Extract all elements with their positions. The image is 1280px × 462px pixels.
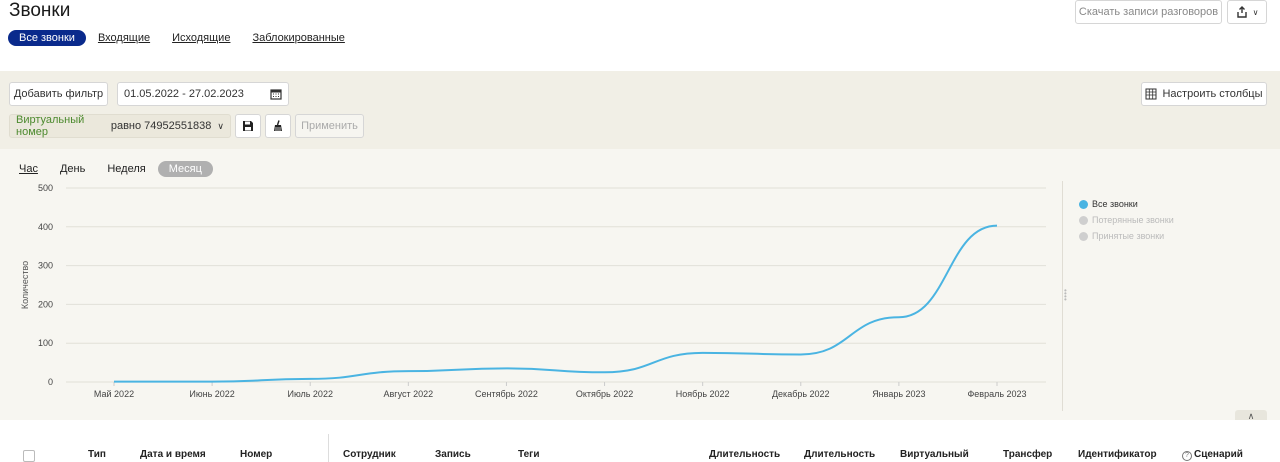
date-range-value: 01.05.2022 - 27.02.2023 bbox=[124, 88, 244, 100]
y-tick-label: 0 bbox=[48, 377, 53, 387]
x-tick-label: Январь 2023 bbox=[872, 389, 925, 399]
legend-label: Потерянные звонки bbox=[1092, 215, 1174, 225]
help-icon: ? bbox=[1182, 451, 1192, 461]
calendar-icon bbox=[270, 89, 282, 100]
filter-operator: равно bbox=[110, 120, 142, 132]
y-tick-label: 500 bbox=[38, 183, 53, 193]
x-tick-label: Май 2022 bbox=[94, 389, 134, 399]
legend-item-accepted-calls[interactable]: Принятые звонки bbox=[1079, 228, 1174, 244]
y-tick-label: 100 bbox=[38, 338, 53, 348]
broom-icon bbox=[274, 120, 282, 131]
chart-divider bbox=[1062, 181, 1063, 411]
x-tick-label: Декабрь 2022 bbox=[772, 389, 830, 399]
column-type[interactable]: Тип bbox=[88, 449, 106, 460]
call-tabs: Все звонки Входящие Исходящие Заблокиров… bbox=[8, 30, 367, 46]
period-month[interactable]: Месяц bbox=[157, 161, 213, 177]
download-records-button[interactable]: Скачать записи разговоров bbox=[1075, 0, 1222, 24]
columns-icon bbox=[1145, 88, 1157, 100]
tab-incoming[interactable]: Входящие bbox=[97, 32, 151, 44]
date-range-field[interactable]: 01.05.2022 - 27.02.2023 bbox=[117, 82, 289, 106]
y-tick-label: 300 bbox=[38, 261, 53, 271]
chevron-down-icon: ∨ bbox=[1252, 7, 1259, 17]
tab-all-calls[interactable]: Все звонки bbox=[8, 30, 86, 46]
table-header: Тип Дата и время Номер Сотрудник Запись … bbox=[0, 420, 1280, 462]
x-tick-label: Февраль 2023 bbox=[967, 389, 1026, 399]
collapse-chart-button[interactable]: ∧ bbox=[1235, 410, 1267, 422]
period-day[interactable]: День bbox=[59, 163, 86, 175]
chevron-down-icon: ∨ bbox=[217, 120, 224, 131]
column-duration-2[interactable]: Длительность bbox=[804, 449, 876, 460]
series-line-all-calls bbox=[113, 224, 998, 383]
resize-handle-icon[interactable]: • • • • bbox=[1064, 286, 1067, 304]
apply-button[interactable]: Применить bbox=[295, 114, 364, 138]
legend-label: Все звонки bbox=[1092, 199, 1138, 209]
filter-value: 74952551838 bbox=[144, 120, 212, 132]
chart-panel: Час День Неделя Месяц 0 100 200 300 400 500 Ма… bbox=[0, 149, 1280, 422]
y-tick-label: 200 bbox=[38, 299, 53, 309]
column-record[interactable]: Запись bbox=[435, 449, 471, 460]
column-transfer[interactable]: Трансфер bbox=[1003, 449, 1053, 460]
y-tick-label: 400 bbox=[38, 222, 53, 232]
legend-dot bbox=[1079, 215, 1088, 225]
column-datetime[interactable]: Дата и время bbox=[140, 449, 206, 460]
filter-field-label: Виртуальный номер bbox=[16, 114, 85, 138]
y-axis-label: Количество bbox=[20, 261, 30, 309]
x-tick-label: Октябрь 2022 bbox=[576, 389, 633, 399]
configure-columns-label: Настроить столбцы bbox=[1162, 88, 1263, 100]
page-title: Звонки bbox=[9, 0, 71, 21]
legend-dot bbox=[1079, 199, 1088, 209]
column-duration[interactable]: Длительность bbox=[709, 449, 781, 460]
select-all-checkbox[interactable] bbox=[23, 450, 35, 462]
column-scenario[interactable]: ? Сценарий bbox=[1182, 449, 1243, 461]
column-identifier[interactable]: Идентификатор bbox=[1078, 449, 1157, 460]
x-tick-label: Ноябрь 2022 bbox=[676, 389, 730, 399]
export-button[interactable]: ∨ bbox=[1227, 0, 1267, 24]
chevron-up-icon: ∧ bbox=[1247, 410, 1255, 421]
filter-panel: Добавить фильтр 01.05.2022 - 27.02.2023 … bbox=[0, 71, 1280, 149]
column-employee[interactable]: Сотрудник bbox=[343, 449, 396, 460]
period-hour[interactable]: Час bbox=[19, 163, 38, 175]
x-tick-label: Август 2022 bbox=[384, 389, 434, 399]
legend-label: Принятые звонки bbox=[1092, 231, 1165, 241]
tab-blocked[interactable]: Заблокированные bbox=[252, 32, 345, 44]
x-tick-label: Сентябрь 2022 bbox=[475, 389, 538, 399]
configure-columns-button[interactable]: Настроить столбцы bbox=[1141, 82, 1267, 106]
virtual-number-filter[interactable]: Виртуальный номер равно 74952551838 ∨ bbox=[9, 114, 231, 138]
column-tags[interactable]: Теги bbox=[518, 449, 540, 460]
legend-item-lost-calls[interactable]: Потерянные звонки bbox=[1079, 212, 1174, 228]
floppy-disk-icon bbox=[243, 121, 253, 131]
x-tick-label: Июль 2022 bbox=[287, 389, 332, 399]
x-tick-label: Июнь 2022 bbox=[189, 389, 234, 399]
tab-outgoing[interactable]: Исходящие bbox=[172, 32, 231, 44]
add-filter-button[interactable]: Добавить фильтр bbox=[9, 82, 108, 106]
column-separator bbox=[328, 434, 329, 462]
chart-legend: Все звонки Потерянные звонки Принятые зв… bbox=[1079, 196, 1174, 244]
legend-dot bbox=[1079, 231, 1088, 241]
legend-item-all-calls[interactable]: Все звонки bbox=[1079, 196, 1174, 212]
column-scenario-label: Сценарий bbox=[1194, 449, 1243, 460]
period-switcher: Час День Неделя Месяц bbox=[19, 161, 235, 177]
share-icon bbox=[1236, 6, 1247, 18]
period-week[interactable]: Неделя bbox=[107, 163, 146, 175]
clear-filter-button[interactable] bbox=[265, 114, 291, 138]
column-virtual[interactable]: Виртуальный bbox=[900, 449, 969, 460]
calls-line-chart: 0 100 200 300 400 500 Май 2022 Июнь 2022 Июль 20… bbox=[20, 183, 1046, 399]
save-filter-button[interactable] bbox=[235, 114, 261, 138]
column-number[interactable]: Номер bbox=[240, 449, 273, 460]
